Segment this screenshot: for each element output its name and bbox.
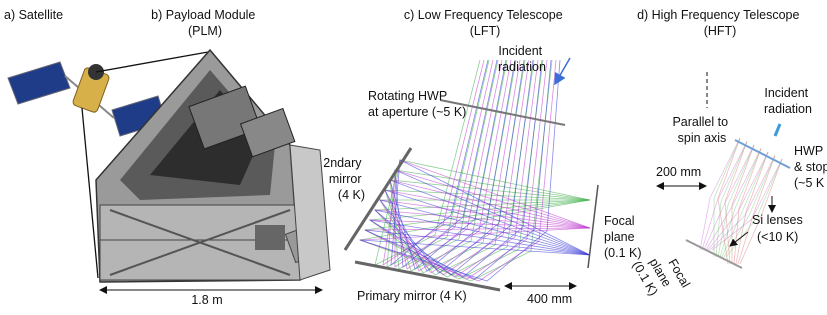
label-line: Focal — [604, 214, 635, 228]
scale-label: 200 mm — [656, 165, 701, 179]
label-line: Rotating HWP — [368, 89, 447, 103]
label-line: Incident — [764, 86, 808, 100]
label-line: Si lenses — [752, 213, 803, 227]
page: a) Satellite b) Payload Module (PLM) 1.8… — [0, 0, 827, 315]
label-line: mirror — [329, 172, 362, 186]
label: Incident radiation — [498, 44, 546, 74]
label-line: 2ndary — [323, 156, 362, 170]
label: 2ndary mirror (4 K) — [323, 156, 365, 202]
title-line: c) Low Frequency Telescope — [404, 8, 563, 22]
focal-plane — [588, 185, 598, 268]
panel-title: a) Satellite — [4, 8, 63, 22]
label-line: spin axis — [678, 131, 727, 145]
label: Focal plane (0.1 K) — [604, 214, 642, 260]
panel-title: d) High Frequency Telescope (HFT) — [637, 8, 803, 38]
label-line: (<10 K) — [757, 230, 798, 244]
scale-label: 400 mm — [527, 292, 572, 306]
title-line: d) High Frequency Telescope — [637, 8, 799, 22]
title-line: b) Payload Module — [151, 8, 255, 22]
label-line: Parallel to — [672, 115, 728, 129]
label-line: HWP — [794, 144, 823, 158]
label: HWP & stop (~5 K — [794, 144, 827, 190]
label-line: at aperture (~5 K) — [368, 105, 466, 119]
payload-module — [96, 50, 330, 282]
title-line: (PLM) — [188, 24, 222, 38]
label-line: plane — [604, 230, 635, 244]
label-line: (4 K) — [338, 188, 365, 202]
label: Primary mirror (4 K) — [357, 289, 467, 303]
incident-arrow — [555, 58, 570, 84]
label-line: (0.1 K) — [604, 246, 642, 260]
label: Si lenses (<10 K) — [752, 213, 806, 244]
panel-title: c) Low Frequency Telescope (LFT) — [404, 8, 566, 38]
panel-title: b) Payload Module (PLM) — [151, 8, 259, 38]
label-line: radiation — [764, 102, 812, 116]
incident-arrow — [775, 124, 780, 136]
label: Parallel to spin axis — [672, 115, 731, 145]
dimension-label: 1.8 m — [191, 293, 222, 307]
title-line: (HFT) — [704, 24, 737, 38]
label-line: radiation — [498, 60, 546, 74]
label: Incident radiation — [764, 86, 812, 116]
label-line: & stop — [794, 160, 827, 174]
label: Rotating HWP at aperture (~5 K) — [368, 89, 466, 119]
title-line: (LFT) — [470, 24, 501, 38]
figure: a) Satellite b) Payload Module (PLM) 1.8… — [0, 0, 827, 315]
label-line: (~5 K — [794, 176, 825, 190]
label-line: Incident — [498, 44, 542, 58]
